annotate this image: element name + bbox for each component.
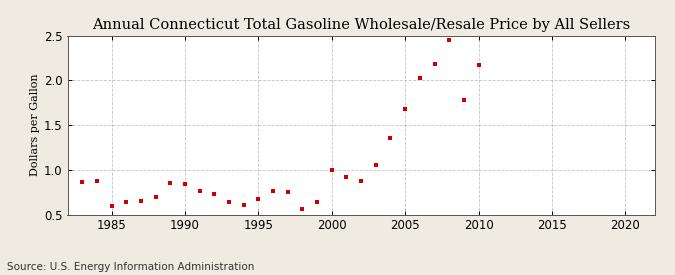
Title: Annual Connecticut Total Gasoline Wholesale/Resale Price by All Sellers: Annual Connecticut Total Gasoline Wholes… (92, 18, 630, 32)
Y-axis label: Dollars per Gallon: Dollars per Gallon (30, 74, 40, 177)
Text: Source: U.S. Energy Information Administration: Source: U.S. Energy Information Administ… (7, 262, 254, 272)
